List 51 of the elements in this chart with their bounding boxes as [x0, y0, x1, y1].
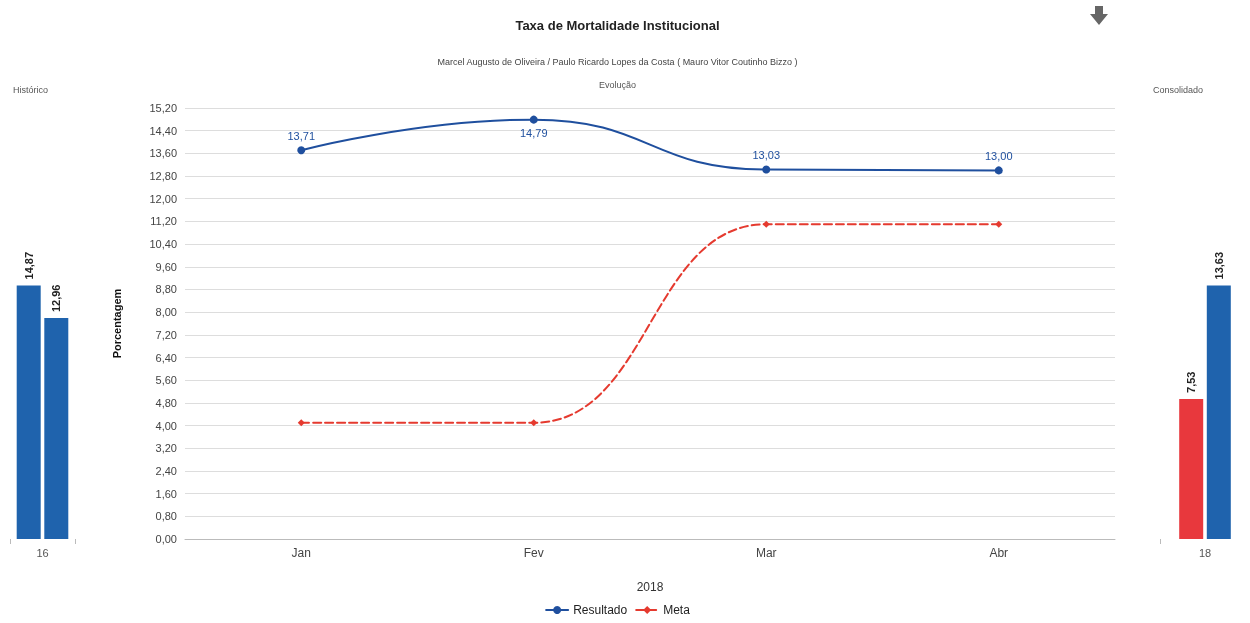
data-label: 7,53 — [1185, 371, 1198, 393]
x-tick-label: Mar — [755, 546, 777, 560]
y-tick-label: 8,80 — [155, 283, 177, 296]
legend-label: Resultado — [573, 603, 628, 617]
y-tick-label: 13,60 — [149, 147, 177, 160]
x-tick-label: Abr — [989, 546, 1009, 560]
point — [297, 146, 306, 155]
y-tick-label: 3,20 — [155, 442, 177, 455]
y-tick-label: 8,00 — [155, 306, 177, 319]
data-label: 13,03 — [752, 149, 781, 162]
y-tick-label: 15,20 — [149, 102, 177, 114]
y-tick-label: 4,80 — [155, 396, 177, 409]
y-tick-label: 7,20 — [155, 328, 177, 341]
chart-title: Consolidado — [1153, 84, 1204, 95]
chart-subtitle: Marcel Augusto de Oliveira / Paulo Ricardo Lopes da Costa ( Mauro Vitor Coutinho Bizzo ) — [437, 56, 798, 67]
data-label: 13,00 — [984, 149, 1013, 162]
y-tick-label: 12,00 — [149, 192, 177, 205]
y-axis-title: Porcentagem — [110, 288, 123, 359]
data-label: 12,96 — [50, 284, 63, 313]
data-label: 13,63 — [1212, 251, 1225, 280]
y-tick-label: 5,60 — [155, 374, 177, 387]
point — [995, 220, 1003, 228]
point — [762, 165, 771, 174]
y-tick-label: 2,40 — [155, 464, 177, 477]
y-tick-label: 10,40 — [149, 238, 177, 251]
point — [994, 166, 1003, 175]
point — [529, 115, 538, 124]
y-tick-label: 6,40 — [155, 351, 177, 364]
data-label: 13,71 — [287, 129, 316, 142]
y-tick-label: 0,80 — [155, 510, 177, 523]
y-tick-label: 4,00 — [155, 419, 177, 432]
y-tick-label: 9,60 — [155, 260, 177, 273]
point — [762, 220, 770, 228]
y-tick-label: 14,40 — [149, 124, 177, 137]
x-tick-label: Jan — [291, 546, 311, 560]
x-tick-label: Fev — [523, 546, 544, 560]
y-tick-label: 1,60 — [155, 487, 177, 500]
point — [530, 419, 538, 427]
x-tick-label: 16 — [36, 546, 49, 559]
data-label: 14,87 — [22, 251, 35, 280]
x-tick-label: 18 — [1198, 546, 1212, 559]
y-tick-label: 0,00 — [155, 533, 177, 545]
y-tick-label: 12,80 — [149, 170, 177, 183]
chart-title: Taxa de Mortalidade Institucional — [515, 18, 720, 33]
data-label: 14,79 — [519, 127, 548, 140]
x-axis-title: 2018 — [636, 580, 664, 594]
legend-label: Meta — [663, 603, 691, 617]
point — [297, 419, 305, 427]
y-tick-label: 11,20 — [150, 215, 177, 228]
chart-title: Histórico — [13, 84, 49, 95]
text: Evolução — [598, 79, 637, 90]
